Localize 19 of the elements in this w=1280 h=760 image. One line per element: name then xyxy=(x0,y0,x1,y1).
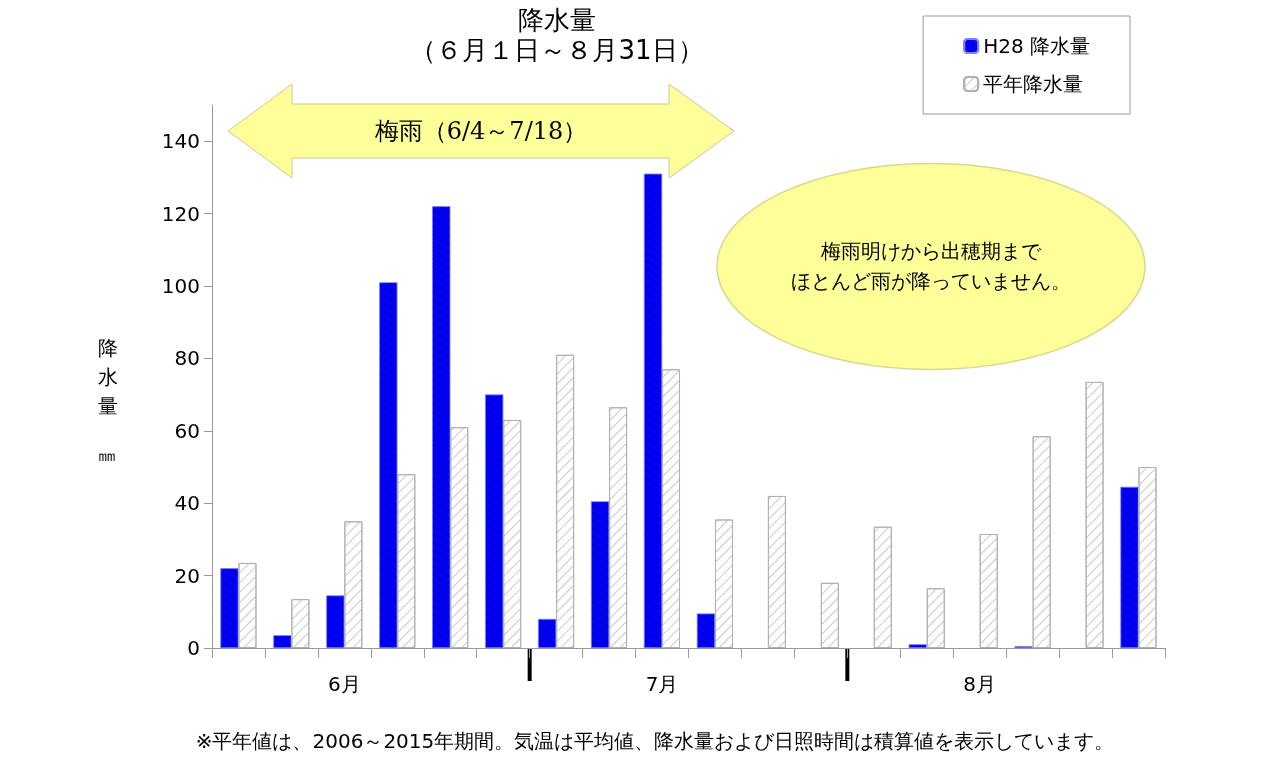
y-tick-label: 60 xyxy=(174,418,200,443)
legend-label: 平年降水量 xyxy=(983,72,1084,96)
chart-title: 降水量 xyxy=(518,5,596,35)
annotation: 梅雨明けから出穂期までほとんど雨が降っていません。 xyxy=(791,239,1071,293)
y-tick-label: 0 xyxy=(187,636,200,660)
y-tick-label: 40 xyxy=(174,491,200,516)
chart-subtitle: （６月１日～８月31日） xyxy=(410,35,704,65)
y-tick-label: 140 xyxy=(161,129,200,154)
annotation: 梅雨（6/4～7/18） xyxy=(373,117,588,145)
y-tick-label: 20 xyxy=(174,563,200,588)
x-tick-label: 8月 xyxy=(963,672,997,696)
legend-label: H28 降水量 xyxy=(983,34,1091,58)
y-tick-label: 100 xyxy=(161,274,200,298)
y-tick-label: 120 xyxy=(161,201,200,226)
text: 降水量㎜ xyxy=(98,335,118,465)
x-tick-label: 7月 xyxy=(645,672,679,696)
y-tick-label: 80 xyxy=(174,346,200,371)
text: ※平年値は、2006～2015年期間。気温は平均値、降水量および日照時間は積算値を表示しています。 xyxy=(195,729,1115,753)
x-tick-label: 6月 xyxy=(327,672,361,696)
